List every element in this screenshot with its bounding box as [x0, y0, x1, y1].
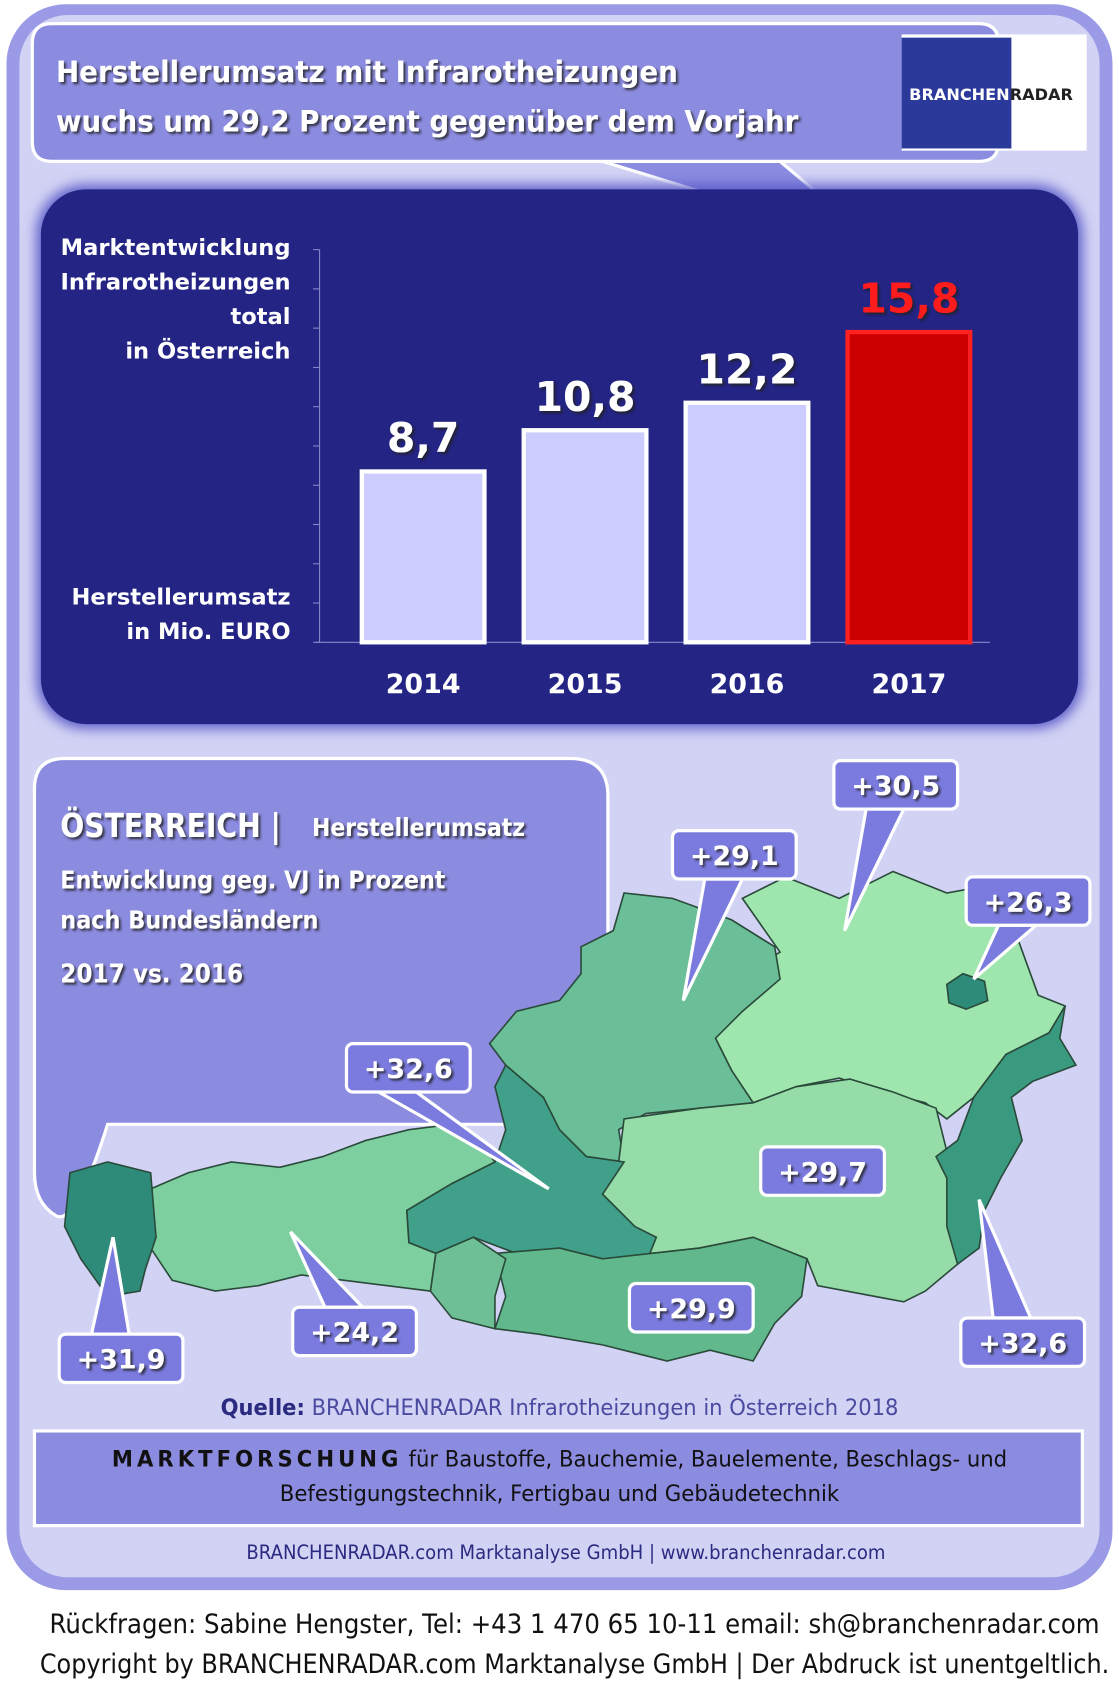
- callout-label: +32,6: [978, 1328, 1067, 1359]
- y-axis-title: Infrarotheizungen: [60, 269, 290, 295]
- region: [149, 1123, 497, 1292]
- map-labels: +31,9 +24,2 +32,6 +29,1 +30,5 +26,3 +29,7 +29,9…: [57, 759, 1092, 1385]
- region: [935, 1005, 1078, 1266]
- x-tick-label: 2014: [386, 669, 461, 700]
- region: [429, 1236, 507, 1330]
- y-axis-label: Herstellerumsatz: [71, 585, 290, 611]
- bar: [683, 400, 811, 645]
- map-text-box: [32, 756, 610, 1219]
- callout-box: [959, 1316, 1087, 1368]
- research-label: MARKTFORSCHUNG: [112, 1446, 403, 1472]
- logo-part: RADAR: [1010, 85, 1074, 104]
- bar: [521, 428, 649, 645]
- callout-box: [964, 875, 1092, 927]
- title: wuchs um 29,2 Prozent gegenüber dem Vorj…: [56, 104, 799, 138]
- logo-text: BRANCHENRADAR: [909, 85, 1073, 104]
- map-title: ÖSTERREICH |: [60, 805, 281, 845]
- company: BRANCHENRADAR.com Marktanalyse GmbH | ww…: [246, 1541, 885, 1564]
- source-text: BRANCHENRADAR Infrarotheizungen in Öster…: [305, 1393, 899, 1421]
- x-tick-label: 2015: [548, 669, 623, 700]
- callout-box: [344, 1042, 472, 1094]
- bar: [359, 469, 487, 645]
- callout-label: +32,6: [364, 1054, 453, 1085]
- x-tick-label: 2016: [710, 669, 785, 700]
- callout-box: [670, 828, 798, 881]
- y-axis-title: total: [230, 304, 290, 330]
- callout-box: [832, 759, 960, 811]
- value-label: 8,7: [387, 414, 459, 462]
- research-line: Befestigungstechnik, Fertigbau und Gebäu…: [280, 1481, 840, 1507]
- bar: [845, 329, 973, 645]
- callout-label: +29,1: [690, 841, 779, 872]
- y-axis-label: in Mio. EURO: [126, 619, 290, 645]
- callout-label: +29,9: [647, 1294, 736, 1325]
- research-text: für Baustoffe, Bauchemie, Bauelemente, B…: [408, 1446, 1007, 1472]
- copyright: Copyright by BRANCHENRADAR.com Marktanal…: [40, 1649, 1109, 1680]
- region: [63, 1161, 157, 1298]
- source-label: Quelle:: [221, 1395, 305, 1421]
- y-axis-title: Marktentwicklung: [61, 235, 291, 261]
- callout-label: +24,2: [310, 1318, 399, 1349]
- callout-box: [759, 1145, 887, 1197]
- title: Herstellerumsatz mit Infrarotheizungen: [56, 55, 678, 89]
- map-subtitle: Entwicklung geg. VJ in Prozent: [60, 866, 445, 895]
- callout-box: [291, 1305, 419, 1358]
- y-axis-title: in Österreich: [125, 336, 290, 364]
- contact: Rückfragen: Sabine Hengster, Tel: +43 1 …: [50, 1609, 1100, 1640]
- source: Quelle: BRANCHENRADAR Infrarotheizungen …: [221, 1393, 899, 1421]
- bar-chart: Marktentwicklung Infrarotheizungen total in…: [60, 235, 990, 700]
- logo-part: BRANCHEN: [909, 85, 1010, 104]
- research-box: [32, 1429, 1084, 1528]
- map-title-suffix: Herstellerumsatz: [312, 813, 525, 842]
- region: [945, 972, 989, 1011]
- x-tick-label: 2017: [871, 669, 946, 700]
- value-label: 12,2: [697, 345, 798, 393]
- value-label: 10,8: [535, 373, 636, 421]
- callout-label: +30,5: [851, 771, 940, 802]
- map-subtitle: nach Bundesländern: [60, 905, 318, 934]
- map-period: 2017 vs. 2016: [60, 959, 243, 989]
- callout-label: +26,3: [984, 887, 1073, 918]
- callout-box: [627, 1281, 755, 1334]
- callout-label: +31,9: [77, 1345, 166, 1376]
- callout-label: +29,7: [778, 1157, 867, 1188]
- logo-square: [901, 37, 1012, 149]
- callout-box: [57, 1332, 185, 1385]
- value-label: 15,8: [858, 275, 959, 323]
- research-line: MARKTFORSCHUNGfür Baustoffe, Bauchemie, …: [112, 1446, 1007, 1472]
